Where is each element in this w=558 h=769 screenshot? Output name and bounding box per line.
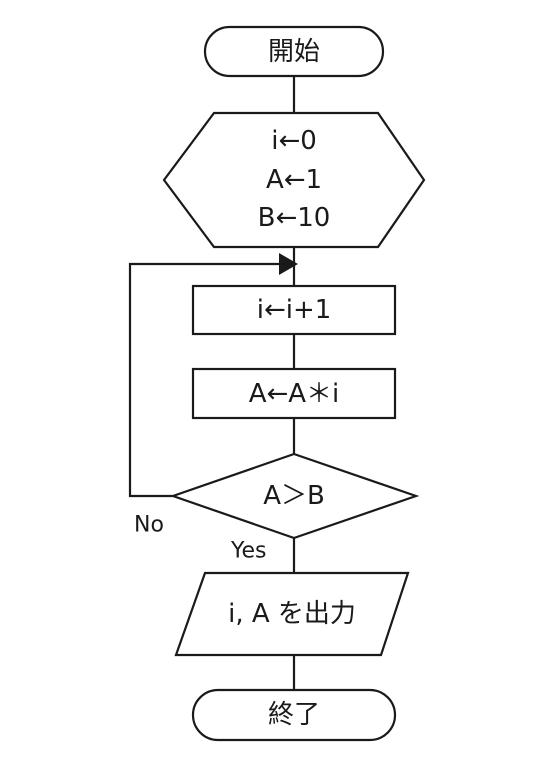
output-text: i, A を出力 bbox=[228, 599, 356, 629]
process-increment-i-text: i←i+1 bbox=[257, 295, 332, 325]
init-preparation bbox=[162, 111, 426, 249]
end-terminal bbox=[191, 688, 397, 742]
init-line-2: A←1 bbox=[266, 165, 322, 195]
output-data bbox=[174, 571, 410, 657]
loop-back-arrowhead bbox=[279, 253, 298, 275]
decision-text: A＞B bbox=[263, 481, 325, 511]
end-terminal-text: 終了 bbox=[268, 700, 320, 730]
decision-a-gt-b bbox=[169, 452, 420, 540]
loop-back-line bbox=[128, 262, 279, 498]
init-line-3: B←10 bbox=[258, 203, 331, 233]
decision-yes-label: Yes bbox=[230, 539, 267, 564]
init-line-1: i←0 bbox=[271, 126, 317, 156]
process-multiply-a-text: A←A＊i bbox=[249, 379, 340, 409]
process-increment-i bbox=[191, 284, 397, 336]
start-terminal bbox=[203, 25, 385, 78]
process-multiply-a bbox=[191, 367, 397, 420]
start-terminal-text: 開始 bbox=[268, 37, 320, 67]
decision-no-label: No bbox=[134, 513, 164, 538]
